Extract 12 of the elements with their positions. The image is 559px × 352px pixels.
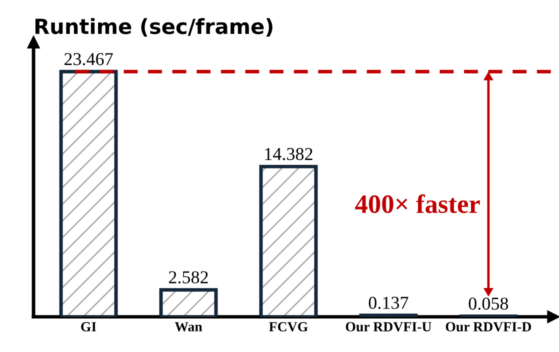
data-label: 14.382	[265, 148, 312, 160]
chart-title: Runtime (sec/frame)	[35, 18, 272, 37]
data-label: 23.467	[64, 53, 113, 66]
x-tick-label: Our RDVFI-U	[346, 322, 432, 332]
x-tick-label: GI	[81, 322, 96, 332]
x-tick-label: FCVG	[269, 322, 308, 332]
x-tick-label: Our RDVFI-D	[446, 322, 532, 332]
annotation: 400× faster	[355, 194, 480, 214]
data-label: 0.137	[368, 296, 408, 310]
data-label: 0.058	[468, 298, 508, 310]
x-tick-label: Wan	[174, 322, 202, 332]
data-label: 2.582	[168, 271, 208, 284]
